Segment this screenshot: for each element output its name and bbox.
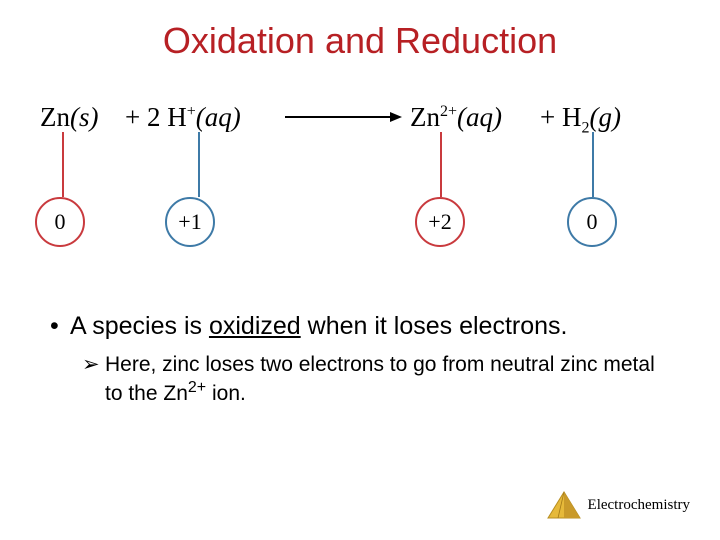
ox-state-1-label: +1: [178, 209, 201, 235]
species-zn2-base: Zn: [410, 102, 440, 132]
ox-state-2-label: +2: [428, 209, 451, 235]
ox-state-0: 0: [35, 197, 85, 247]
species-h2-pre: + H: [540, 102, 581, 132]
species-zn: Zn(s): [40, 102, 99, 133]
species-zn2-sup: 2+: [440, 103, 457, 120]
reaction-arrow-head: [390, 112, 402, 122]
bullet1-underlined: oxidized: [209, 312, 301, 340]
species-zn-base: Zn: [40, 102, 70, 132]
pyramid-icon: [546, 490, 582, 520]
bullet1-pre: A species is: [70, 312, 209, 340]
connector-0: [62, 132, 64, 197]
ox-state-0-label: 0: [55, 209, 66, 235]
species-h-plus: + 2 H+(aq): [125, 102, 241, 133]
ox-state-2: +2: [415, 197, 465, 247]
bullet-list: A species is oxidized when it loses elec…: [50, 312, 670, 408]
ox-state-3-label: 0: [587, 209, 598, 235]
species-zn2-phase: (aq): [457, 102, 502, 132]
species-zn2plus: Zn2+(aq): [410, 102, 502, 133]
species-h-sup: +: [187, 103, 196, 120]
bullet1-post: when it loses electrons.: [301, 312, 568, 340]
species-h-pre: + 2 H: [125, 102, 187, 132]
ox-state-1: +1: [165, 197, 215, 247]
bullet2-sup: 2+: [188, 379, 206, 396]
reaction-arrow: [285, 116, 390, 118]
species-h2: + H2(g): [540, 102, 621, 137]
footer-label: Electrochemistry: [588, 497, 690, 514]
bullet-level2: Here, zinc loses two electrons to go fro…: [50, 351, 670, 408]
equation-diagram: Zn(s) + 2 H+(aq) Zn2+(aq) + H2(g) 0 +1 +…: [40, 92, 680, 272]
connector-2: [440, 132, 442, 197]
bullet-level1: A species is oxidized when it loses elec…: [50, 312, 670, 341]
bullet2-post: ion.: [206, 382, 246, 405]
species-h-phase: (aq): [196, 102, 241, 132]
footer: Electrochemistry: [546, 490, 690, 520]
title-text: Oxidation and Reduction: [163, 20, 557, 61]
ox-state-3: 0: [567, 197, 617, 247]
species-h2-phase: (g): [589, 102, 620, 132]
species-zn-phase: (s): [70, 102, 99, 132]
connector-1: [198, 132, 200, 197]
connector-3: [592, 132, 594, 197]
page-title: Oxidation and Reduction: [0, 0, 720, 62]
